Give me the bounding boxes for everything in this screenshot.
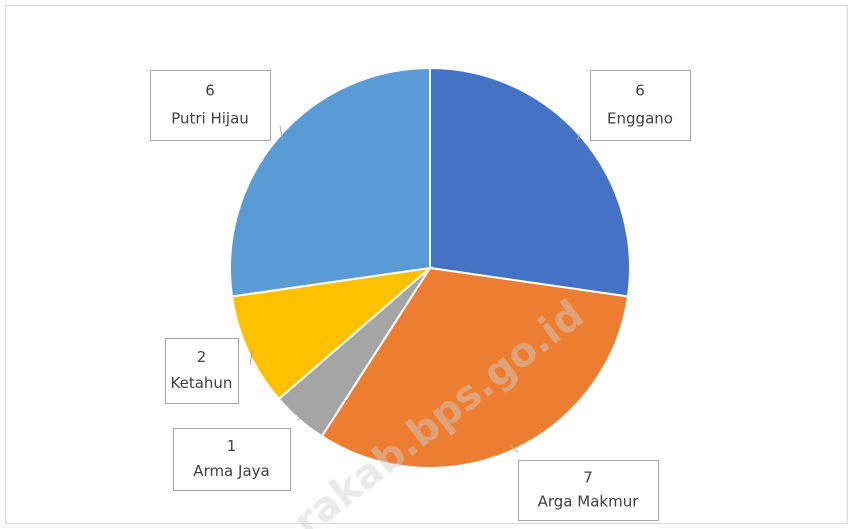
label-box: [165, 338, 239, 404]
data-label: 2: [197, 348, 207, 366]
leader-line: [576, 133, 581, 141]
leader-line: [510, 445, 519, 453]
pie-slice: [229, 66, 431, 298]
category-label: Ketahun: [171, 374, 233, 392]
pie-slice: [230, 266, 434, 401]
data-label: 7: [583, 469, 593, 487]
leader-line: [249, 348, 254, 366]
data-label: 1: [227, 437, 237, 455]
category-label: Arga Makmur: [538, 493, 640, 511]
leader-line: [297, 415, 303, 421]
label-box: [518, 460, 659, 521]
category-label: Putri Hijau: [171, 110, 249, 128]
label-box: [590, 70, 691, 141]
leader-line: [279, 125, 284, 141]
pie-slice: [429, 66, 631, 298]
category-label: Enggano: [607, 110, 673, 128]
label-box: [173, 428, 291, 491]
data-label: 6: [635, 82, 645, 100]
category-label: Arma Jaya: [193, 462, 269, 480]
data-label: 6: [205, 82, 215, 100]
label-box: [150, 70, 271, 141]
